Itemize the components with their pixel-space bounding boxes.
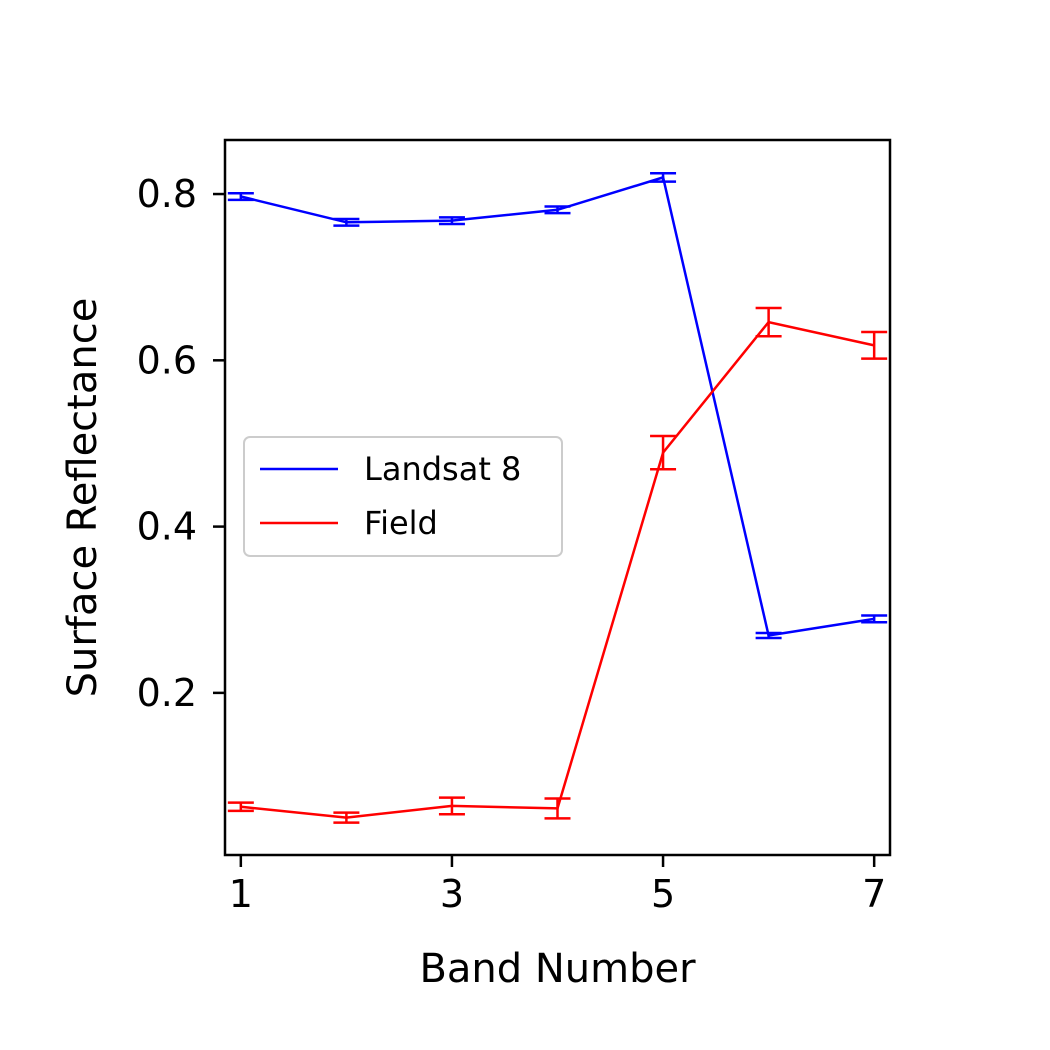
y-tick-label-3: 0.8 [137,172,197,216]
x-tick-label-7: 7 [862,872,886,916]
error-bar-field-1 [227,801,254,813]
error-bar-landsat-8-6 [755,631,782,640]
y-tick-label-0: 0.2 [137,671,197,715]
series-field [227,306,888,824]
error-bar-field-6 [755,306,782,338]
y-tick-label-2: 0.6 [137,338,197,382]
legend-label-landsat-8: Landsat 8 [364,450,521,488]
error-bar-field-3 [438,796,465,816]
x-axis-label: Band Number [419,946,696,992]
ticks-layer: 1 3 5 7 0.2 0.4 0.6 0.8 [137,172,887,916]
legend-label-field: Field [364,504,438,542]
legend: Landsat 8 Field [243,436,563,557]
legend-box [243,436,563,557]
plot-frame [223,138,892,857]
series-line-landsat-8 [240,175,875,637]
error-bar-field-7 [861,330,888,360]
error-bar-landsat-8-7 [861,614,888,624]
error-bar-landsat-8-2 [333,217,360,227]
error-bar-field-5 [650,434,677,471]
y-tick-label-1: 0.4 [137,505,197,549]
x-tick-label-1: 1 [229,872,253,916]
error-bar-landsat-8-5 [650,172,677,183]
x-tick-label-3: 3 [440,872,464,916]
error-bar-landsat-8-4 [544,205,571,215]
series-layer [227,172,888,824]
series-line-field [240,320,875,819]
error-bar-field-2 [333,811,360,824]
error-bar-landsat-8-3 [438,216,465,226]
x-tick-label-5: 5 [651,872,675,916]
y-axis-label: Surface Reflectance [60,298,106,698]
error-bar-landsat-8-1 [227,191,254,202]
error-bar-field-4 [544,797,571,820]
series-landsat-8 [227,172,888,640]
